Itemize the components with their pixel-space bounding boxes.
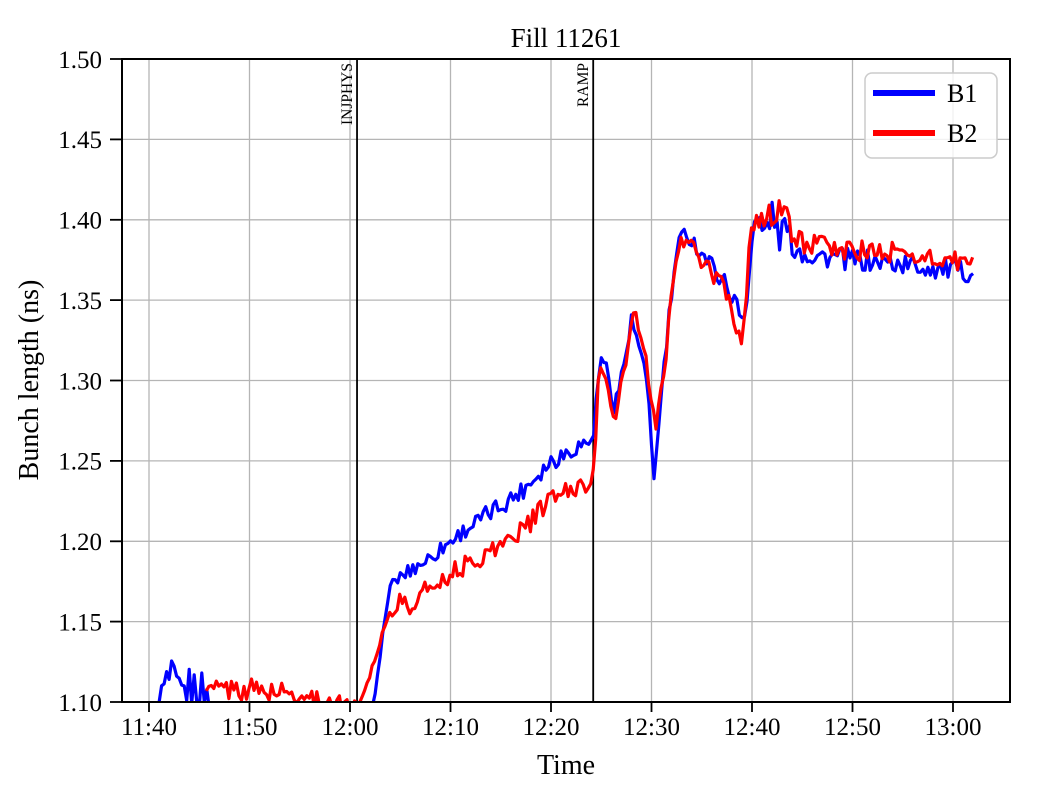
y-tick-label: 1.35 xyxy=(58,288,102,315)
y-tick-label: 1.20 xyxy=(58,529,102,556)
x-tick-label: 12:10 xyxy=(422,714,479,741)
tick-layer: 11:40 11:50 12:00 12:10 12:20 12:30 12:40 12:50… xyxy=(58,47,981,741)
legend: B1 B2 xyxy=(864,72,998,159)
event-label-ramp: RAMP xyxy=(575,63,592,107)
series-b1 xyxy=(157,200,975,702)
legend-entry-b1: B1 xyxy=(873,79,977,108)
y-tick-label: 1.10 xyxy=(58,690,102,717)
x-tick-label: 11:40 xyxy=(121,714,177,741)
event-label-injphys: INJPHYS xyxy=(339,63,356,125)
y-tick-label: 1.45 xyxy=(58,127,102,154)
legend-label-b2: B2 xyxy=(947,119,977,148)
y-tick-label: 1.15 xyxy=(58,609,102,636)
y-axis-label: Bunch length (ns) xyxy=(14,280,45,481)
event-layer: INJPHYS RAMP xyxy=(339,59,595,702)
x-tick-label: 12:00 xyxy=(322,714,379,741)
x-axis-label: Time xyxy=(537,750,595,781)
x-tick-label: 13:00 xyxy=(925,714,982,741)
series-b2 xyxy=(204,199,975,702)
x-tick-label: 12:50 xyxy=(824,714,881,741)
x-tick-label: 12:40 xyxy=(724,714,781,741)
y-tick-label: 1.50 xyxy=(58,47,102,74)
x-tick-label: 12:20 xyxy=(523,714,580,741)
series-layer xyxy=(157,199,975,702)
legend-label-b1: B1 xyxy=(947,79,977,108)
y-tick-label: 1.40 xyxy=(58,208,102,235)
y-tick-label: 1.25 xyxy=(58,449,102,476)
x-tick-label: 12:30 xyxy=(623,714,680,741)
legend-entry-b2: B2 xyxy=(873,119,977,148)
chart-title: Fill 11261 xyxy=(511,23,622,53)
x-tick-label: 11:50 xyxy=(221,714,277,741)
y-tick-label: 1.30 xyxy=(58,368,102,395)
